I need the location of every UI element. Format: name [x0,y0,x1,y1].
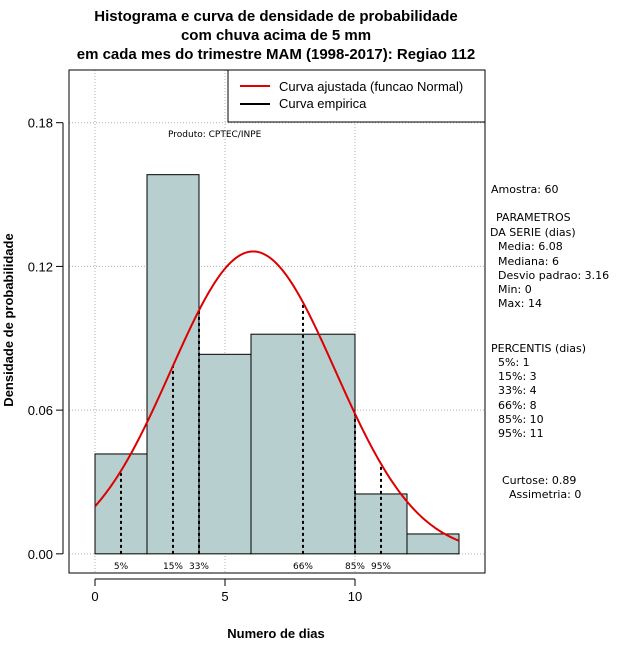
y-tick-label: 0.00 [28,547,53,562]
x-tick-label: 10 [348,589,362,604]
percentile-label: 33% [189,562,209,572]
normal-curve [94,250,460,542]
legend-label-normal: Curva ajustada (funcao Normal) [279,79,463,94]
curtose: Curtose: 0.89 [502,474,576,487]
chart-title-line-2: com chuva acima de 5 mm [181,27,371,44]
params-title-2: DA SERIE (dias) [490,226,576,239]
percentile-lines: 5% 15% 33% 66% 85% 95% [114,302,391,572]
percentile-label: 66% [293,562,313,572]
y-tick-label: 0.06 [28,403,53,418]
percentil-85: 85%: 10 [498,413,544,426]
chart-title-line-1: Histograma e curva de densidade de proba… [94,8,457,25]
percentil-33: 33%: 4 [498,384,537,397]
percentil-15: 15%: 3 [498,370,537,383]
y-axis-title: Densidade de probabilidade [1,233,16,406]
param-mediana: Mediana: 6 [498,255,559,268]
percentil-66: 66%: 8 [498,399,537,412]
chart-title-line-3: em cada mes do trimestre MAM (1998-2017)… [77,46,476,63]
legend: Curva ajustada (funcao Normal) Curva emp… [227,69,486,123]
param-max: Max: 14 [498,297,542,310]
percentile-label: 85% [345,562,365,572]
histogram-bar [406,533,460,555]
normal-curve-path [94,250,460,542]
histogram-bar [198,353,252,555]
percentile-label: 15% [163,562,183,572]
percentis-title: PERCENTIS (dias) [491,342,586,355]
y-tick-label: 0.18 [28,116,53,131]
percentil-95: 95%: 11 [498,427,544,440]
stats-panel: Amostra: 60 PARAMETROS DA SERIE (dias) M… [490,183,609,501]
param-min: Min: 0 [498,283,532,296]
x-tick-label: 5 [221,589,228,604]
legend-box [227,69,486,123]
percentil-5: 5%: 1 [498,356,530,369]
x-tick-label: 0 [91,589,98,604]
legend-label-empirical: Curva empirica [279,96,367,111]
assimetria: Assimetria: 0 [509,488,581,501]
axes: 0 5 10 0.00 0.06 0.12 0.18 [28,116,363,604]
x-axis-title: Numero de dias [227,626,325,641]
product-annotation: Produto: CPTEC/INPE [168,130,262,140]
param-media: Media: 6.08 [498,240,563,253]
percentile-label: 95% [371,562,391,572]
param-desvio: Desvio padrao: 3.16 [498,269,609,282]
params-title-1: PARAMETROS [496,211,571,224]
y-tick-label: 0.12 [28,259,53,274]
percentile-label: 5% [114,562,129,572]
sample-size: Amostra: 60 [491,183,558,196]
